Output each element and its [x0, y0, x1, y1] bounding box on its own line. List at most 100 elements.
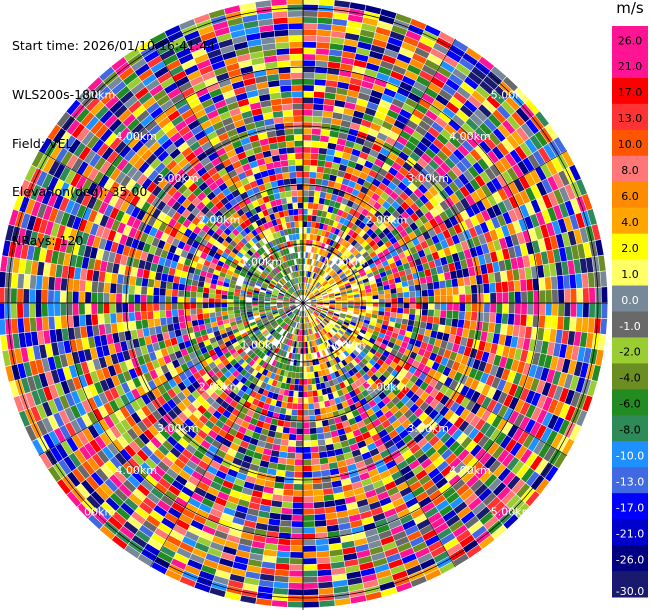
velocity-gate: [448, 413, 460, 425]
velocity-gate: [329, 303, 336, 305]
velocity-gate: [477, 303, 484, 313]
velocity-gate: [105, 460, 118, 474]
velocity-gate: [149, 453, 162, 465]
velocity-gate: [282, 427, 290, 434]
velocity-gate: [484, 456, 497, 470]
velocity-gate: [222, 546, 237, 556]
velocity-gate: [462, 453, 475, 466]
velocity-gate: [176, 262, 184, 271]
velocity-gate: [391, 434, 402, 445]
velocity-gate: [307, 347, 311, 354]
velocity-gate: [306, 239, 310, 246]
velocity-gate: [232, 272, 240, 278]
velocity-gate: [303, 589, 319, 596]
velocity-gate: [291, 334, 295, 341]
velocity-gate: [366, 341, 374, 348]
velocity-gate: [238, 274, 245, 281]
velocity-gate: [279, 311, 285, 315]
velocity-gate: [236, 347, 244, 355]
velocity-gate: [240, 460, 251, 470]
velocity-gate: [36, 317, 43, 331]
velocity-gate: [161, 456, 174, 468]
velocity-gate: [331, 317, 338, 323]
velocity-gate: [249, 437, 259, 446]
velocity-gate: [204, 322, 212, 329]
velocity-gate: [41, 234, 51, 249]
velocity-gate: [520, 448, 533, 464]
velocity-gate: [232, 561, 248, 571]
velocity-gate: [457, 345, 466, 355]
velocity-gate: [171, 479, 185, 491]
velocity-gate: [285, 464, 295, 472]
velocity-gate: [419, 381, 429, 391]
velocity-gate: [318, 581, 333, 589]
velocity-gate: [220, 332, 228, 339]
velocity-gate: [175, 474, 188, 486]
velocity-gate: [48, 316, 56, 330]
velocity-gate: [263, 320, 270, 326]
velocity-gate: [282, 350, 288, 358]
velocity-gate: [315, 377, 320, 384]
velocity-gate: [492, 445, 505, 460]
velocity-gate: [476, 406, 487, 418]
velocity-gate: [313, 97, 325, 105]
velocity-gate: [184, 530, 200, 542]
velocity-gate: [30, 331, 39, 346]
velocity-gate: [308, 196, 314, 203]
velocity-gate: [316, 550, 330, 558]
velocity-gate: [406, 343, 414, 352]
velocity-gate: [314, 332, 319, 339]
velocity-gate: [215, 293, 222, 299]
velocity-gate: [323, 98, 335, 106]
velocity-gate: [341, 343, 348, 350]
velocity-gate: [148, 351, 157, 362]
velocity-gate: [483, 515, 499, 530]
velocity-gate: [351, 366, 359, 375]
velocity-gate: [48, 276, 55, 290]
velocity-gate: [259, 311, 266, 315]
velocity-gate: [327, 61, 341, 69]
velocity-gate: [470, 379, 480, 391]
velocity-gate: [199, 530, 214, 542]
velocity-gate: [26, 215, 37, 231]
velocity-gate: [282, 337, 288, 344]
velocity-gate: [269, 344, 276, 351]
velocity-gate: [362, 373, 371, 381]
velocity-gate: [374, 518, 388, 528]
velocity-gate: [303, 91, 314, 98]
velocity-gate: [237, 543, 252, 553]
velocity-gate: [192, 254, 200, 263]
velocity-gate: [109, 456, 123, 470]
velocity-gate: [433, 371, 442, 381]
velocity-gate: [427, 368, 437, 378]
velocity-gate: [288, 582, 303, 589]
velocity-gate: [303, 60, 316, 67]
velocity-gate: [50, 222, 60, 237]
velocity-gate: [235, 549, 250, 559]
velocity-gate: [291, 321, 295, 327]
velocity-gate: [244, 379, 252, 388]
velocity-gate: [349, 334, 356, 341]
velocity-gate: [280, 321, 286, 327]
velocity-gate: [191, 279, 199, 287]
velocity-gate: [170, 558, 187, 570]
velocity-gate: [162, 413, 173, 424]
velocity-gate: [376, 358, 385, 366]
velocity-gate: [284, 308, 291, 313]
velocity-gate: [84, 372, 94, 386]
velocity-gate: [244, 429, 254, 438]
velocity-gate: [128, 303, 135, 313]
velocity-gate: [174, 247, 183, 256]
velocity-gate: [197, 429, 208, 440]
velocity-gate: [94, 435, 107, 450]
velocity-gate: [215, 307, 222, 313]
velocity-gate: [567, 359, 577, 375]
velocity-gate: [158, 374, 168, 385]
velocity-gate: [274, 347, 280, 354]
velocity-gate: [240, 368, 248, 377]
velocity-gate: [43, 330, 51, 344]
velocity-gate: [457, 319, 465, 329]
velocity-gate: [223, 282, 230, 288]
velocity-gate: [477, 434, 490, 448]
velocity-gate: [459, 534, 475, 548]
